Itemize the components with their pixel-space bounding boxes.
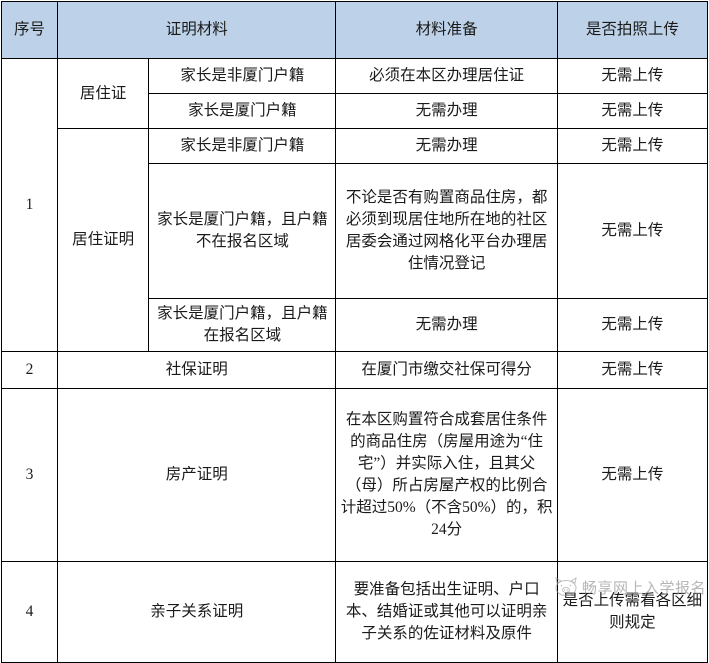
material-name: 社保证明 — [57, 351, 337, 389]
preparation-cell: 无需办理 — [335, 93, 558, 129]
row-index-2: 2 — [0, 351, 59, 389]
preparation-cell: 无需办理 — [335, 128, 558, 164]
row-index-1: 1 — [0, 58, 59, 352]
header-upload: 是否拍照上传 — [556, 1, 709, 59]
condition-cell: 家长是非厦门户籍 — [148, 128, 337, 164]
condition-cell: 家长是厦门户籍，且户籍不在报名区域 — [148, 163, 337, 299]
material-group-juzhuzhengming: 居住证明 — [57, 128, 150, 352]
header-preparation: 材料准备 — [335, 1, 558, 59]
preparation-cell: 必须在本区办理居住证 — [335, 58, 558, 94]
table-row: 4 亲子关系证明 要准备包括出生证明、户口本、结婚证或其他可以证明亲子关系的佐证… — [0, 561, 709, 663]
upload-cell: 无需上传 — [556, 128, 709, 164]
upload-cell: 无需上传 — [556, 163, 709, 299]
preparation-cell: 无需办理 — [335, 298, 558, 352]
table-header-row: 序号 证明材料 材料准备 是否拍照上传 — [0, 1, 709, 59]
table-row: 1 居住证 家长是非厦门户籍 必须在本区办理居住证 无需上传 — [0, 58, 709, 352]
header-index: 序号 — [0, 1, 59, 59]
upload-cell: 无需上传 — [556, 298, 709, 352]
upload-cell: 无需上传 — [556, 351, 709, 389]
header-material: 证明材料 — [57, 1, 337, 59]
material-name: 亲子关系证明 — [57, 561, 337, 663]
table-row: 2 社保证明 在厦门市缴交社保可得分 无需上传 — [0, 351, 709, 389]
preparation-cell-highlight: 不论是否有购置商品住房，都必须到现居住地所在地的社区居委会通过网格化平台办理居住… — [335, 163, 558, 299]
table-row: 家长是厦门户籍 无需办理 无需上传 — [2, 93, 709, 129]
condition-cell: 家长是厦门户籍，且户籍在报名区域 — [148, 298, 337, 352]
material-group-juzhuzheng: 居住证 — [57, 58, 150, 129]
row-index-3: 3 — [0, 388, 59, 562]
table-row: 家长是厦门户籍，且户籍不在报名区域 不论是否有购置商品住房，都必须到现居住地所在… — [2, 163, 709, 299]
upload-cell: 无需上传 — [556, 58, 709, 94]
table-row: 家长是厦门户籍，且户籍在报名区域 无需办理 无需上传 — [2, 298, 709, 352]
table-row: 居住证明 家长是非厦门户籍 无需办理 无需上传 — [2, 128, 709, 352]
preparation-cell: 在本区购置符合成套居住条件的商品住房（房屋用途为“住宅”）并实际入住，且其父（母… — [335, 388, 558, 562]
table-row: 3 房产证明 在本区购置符合成套居住条件的商品住房（房屋用途为“住宅”）并实际入… — [0, 388, 709, 562]
preparation-cell: 在厦门市缴交社保可得分 — [335, 351, 558, 389]
preparation-cell-highlight: 要准备包括出生证明、户口本、结婚证或其他可以证明亲子关系的佐证材料及原件 — [335, 561, 558, 663]
material-name: 房产证明 — [57, 388, 337, 562]
upload-cell: 是否上传需看各区细则规定 — [556, 561, 709, 663]
upload-cell: 无需上传 — [556, 93, 709, 129]
upload-cell: 无需上传 — [556, 388, 709, 562]
condition-cell: 家长是厦门户籍 — [148, 93, 337, 129]
row-index-4: 4 — [0, 561, 59, 663]
condition-cell: 家长是非厦门户籍 — [148, 58, 337, 94]
